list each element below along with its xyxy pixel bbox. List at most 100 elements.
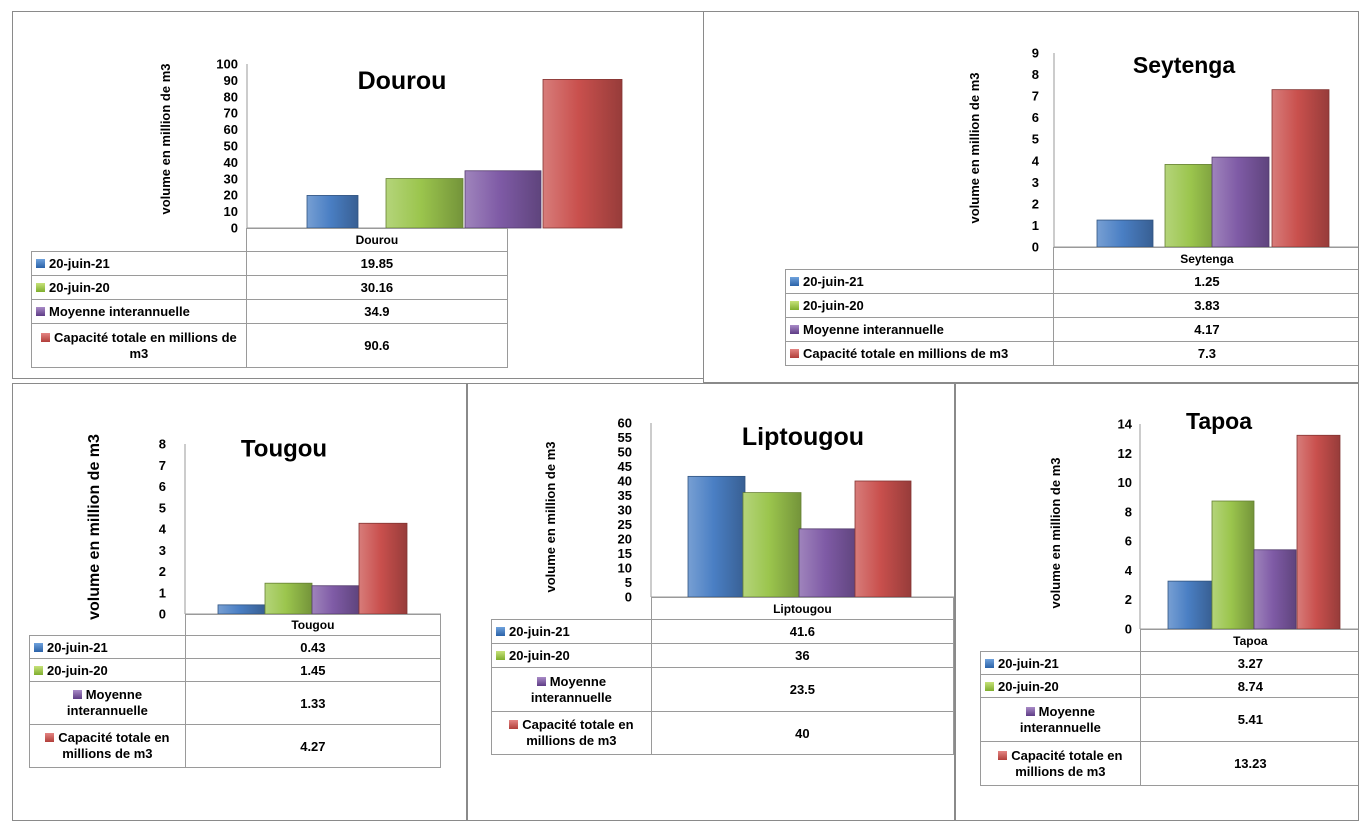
y-tick-label: 5 <box>1032 132 1039 147</box>
y-tick-label: 0 <box>625 590 632 605</box>
legend-item: 20-juin-21 <box>980 651 1141 675</box>
y-tick-label: 12 <box>1118 446 1132 461</box>
y-tick-label: 2 <box>159 564 166 579</box>
y-tick-label: 4 <box>159 522 167 537</box>
bar-green <box>1211 500 1255 630</box>
legend-item: 20-juin-20 <box>785 293 1054 318</box>
table-value: 3.27 <box>1139 651 1358 675</box>
bar-green <box>742 492 802 598</box>
table-value: 4.27 <box>184 724 442 768</box>
bar-purple <box>1211 156 1270 248</box>
y-tick-label: 6 <box>159 479 166 494</box>
bar-red <box>542 79 623 229</box>
y-tick-label: 50 <box>224 139 238 154</box>
y-tick-label: 2 <box>1125 592 1132 607</box>
table-value: 90.6 <box>245 323 509 368</box>
chart-panel-liptougou: 0 5 10 15 20 25 30 35 40 45 50 55 60 Liptougou volume … <box>467 383 955 821</box>
table-value: 1.25 <box>1052 269 1358 294</box>
table-value: 36 <box>650 643 954 668</box>
table-value: 40 <box>650 711 954 755</box>
chart-panel-seytenga: 0 1 2 3 4 5 6 7 8 9 Seytenga volume en million de m… <box>703 11 1359 383</box>
y-tick-label: 6 <box>1032 110 1039 125</box>
bar-red <box>358 522 408 615</box>
chart-title: Liptougou <box>742 423 864 451</box>
bar-blue <box>306 195 359 229</box>
legend-item: Moyenne interannuelle <box>491 667 652 712</box>
table-category-header: Seytenga <box>1052 247 1358 270</box>
y-tick-label: 3 <box>1032 175 1039 190</box>
legend-item: Capacité totale en millions de m3 <box>491 711 652 755</box>
legend-item: 20-juin-20 <box>491 643 652 668</box>
legend-item: Capacité totale en millions de m3 <box>31 323 247 368</box>
bar-purple <box>311 585 360 615</box>
chart-panel-dourou: 0 10 20 30 40 50 60 70 80 90 100 Dourou volume en mi… <box>12 11 704 379</box>
y-axis-label: volume en million de m3 <box>967 73 982 224</box>
y-tick-label: 15 <box>618 546 632 561</box>
y-tick-label: 90 <box>224 73 238 88</box>
table-value: 19.85 <box>245 251 509 276</box>
data-table: Tapoa 20-juin-21 3.27 20-juin-20 8.74 Moye… <box>980 629 1358 786</box>
legend-item: Moyenne interannuelle <box>980 697 1141 742</box>
y-tick-label: 55 <box>618 430 632 445</box>
table-value: 4.17 <box>1052 317 1358 342</box>
bar-green <box>385 178 464 229</box>
y-tick-label: 40 <box>618 474 632 489</box>
legend-swatch-purple <box>72 690 82 699</box>
legend-item: Moyenne interannuelle <box>785 317 1054 342</box>
y-tick-label: 20 <box>224 188 238 203</box>
y-tick-label: 0 <box>1032 240 1039 255</box>
table-value: 30.16 <box>245 275 509 300</box>
y-tick-label: 35 <box>618 488 632 503</box>
legend-swatch-blue <box>496 627 505 636</box>
legend-swatch-red <box>790 349 799 358</box>
y-tick-label: 7 <box>159 458 166 473</box>
y-tick-label: 1 <box>159 585 166 600</box>
y-tick-label: 25 <box>618 517 632 532</box>
legend-swatch-red <box>45 733 55 742</box>
bar-purple <box>464 170 542 229</box>
legend-swatch-green <box>36 283 45 292</box>
y-axis-label: volume en million de m3 <box>158 64 173 215</box>
table-value: 23.5 <box>650 667 954 712</box>
y-tick-label: 50 <box>618 445 632 460</box>
chart-title: Tapoa <box>1186 408 1252 434</box>
bar-blue <box>1167 580 1213 630</box>
table-value: 41.6 <box>650 619 954 644</box>
y-axis-label: volume en million de m3 <box>543 442 558 593</box>
y-tick-label: 30 <box>224 171 238 186</box>
table-value: 8.74 <box>1139 674 1358 698</box>
chart-panel-tougou: 0 1 2 3 4 5 6 7 8 Tougou volume en million de m3 T… <box>12 383 467 821</box>
legend-swatch-green <box>34 665 43 675</box>
y-tick-label: 40 <box>224 155 238 170</box>
table-category-header: Liptougou <box>650 597 954 620</box>
y-tick-label: 9 <box>1032 46 1039 61</box>
y-tick-label: 10 <box>618 561 632 576</box>
data-table: Tougou 20-juin-21 0.43 20-juin-20 1.45 Moy… <box>29 614 442 768</box>
legend-swatch-red <box>998 750 1008 760</box>
legend-swatch-blue <box>985 658 994 668</box>
y-tick-label: 4 <box>1125 563 1133 578</box>
y-tick-label: 20 <box>618 532 632 547</box>
table-value: 1.33 <box>184 681 442 725</box>
bar-red <box>1296 434 1341 630</box>
y-tick-label: 5 <box>159 500 166 515</box>
y-tick-label: 0 <box>231 221 238 236</box>
y-tick-label: 1 <box>1032 218 1039 233</box>
legend-item: 20-juin-20 <box>31 275 247 300</box>
legend-item: 20-juin-20 <box>29 658 186 682</box>
table-value: 0.43 <box>184 635 442 659</box>
legend-item: 20-juin-21 <box>29 635 186 659</box>
bar-purple <box>798 528 858 598</box>
y-tick-label: 10 <box>224 204 238 219</box>
y-tick-label: 4 <box>1032 153 1040 168</box>
y-tick-label: 10 <box>1118 475 1132 490</box>
legend-item: Moyenne interannuelle <box>29 681 186 725</box>
table-value: 13.23 <box>1139 741 1358 786</box>
legend-item: 20-juin-21 <box>31 251 247 276</box>
chart-panel-tapoa: 0 2 4 6 8 10 12 14 Tapoa volume en million de m3 … <box>955 383 1359 821</box>
y-axis-label: volume en million de m3 <box>1048 458 1063 609</box>
table-value: 34.9 <box>245 299 509 324</box>
y-tick-label: 30 <box>618 503 632 518</box>
